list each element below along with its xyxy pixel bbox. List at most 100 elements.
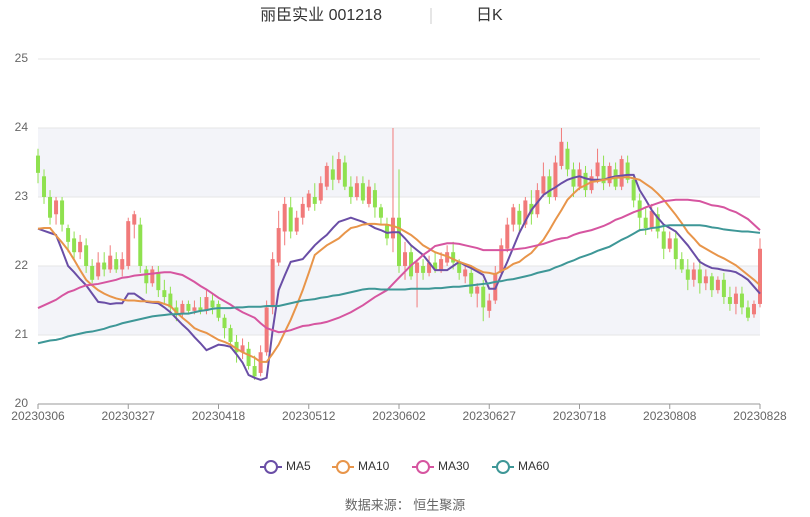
candle-body bbox=[240, 345, 245, 353]
candle-body bbox=[228, 328, 233, 342]
candle-body bbox=[589, 176, 594, 191]
candle-body bbox=[222, 317, 227, 329]
candle-body bbox=[751, 303, 756, 315]
candle-body bbox=[577, 169, 582, 187]
candle-body bbox=[360, 183, 365, 201]
candle-body bbox=[631, 179, 636, 201]
candle-body bbox=[138, 224, 143, 266]
candle-body bbox=[366, 186, 371, 204]
y-tick-label: 25 bbox=[15, 51, 29, 65]
chart-subtitle: 日K bbox=[476, 7, 503, 24]
candle-body bbox=[210, 300, 215, 308]
candle-body bbox=[162, 290, 167, 298]
candle-body bbox=[703, 276, 708, 284]
candle-body bbox=[378, 207, 383, 218]
candle-body bbox=[60, 200, 65, 225]
x-tick-label: 20230627 bbox=[463, 409, 517, 423]
candle-body bbox=[318, 183, 323, 201]
candle-body bbox=[42, 176, 47, 197]
candle-body bbox=[288, 207, 293, 232]
candle-body bbox=[553, 162, 558, 197]
y-tick-label: 21 bbox=[15, 327, 29, 341]
candle-body bbox=[324, 165, 329, 187]
candle-body bbox=[739, 293, 744, 308]
candle-body bbox=[78, 241, 83, 253]
candle-body bbox=[348, 186, 353, 197]
candle-body bbox=[451, 252, 456, 263]
x-tick-label: 20230718 bbox=[553, 409, 607, 423]
candle-body bbox=[156, 272, 161, 291]
candle-body bbox=[192, 307, 197, 311]
chart-title: 丽臣实业 001218 bbox=[260, 6, 382, 24]
candle-body bbox=[547, 176, 552, 197]
candle-body bbox=[583, 172, 588, 191]
x-tick-label: 20230512 bbox=[282, 409, 336, 423]
candle-body bbox=[252, 366, 257, 377]
candle-body bbox=[427, 262, 432, 273]
candle-body bbox=[541, 176, 546, 194]
candle-body bbox=[457, 262, 462, 273]
candle-body bbox=[619, 159, 624, 187]
candle-body bbox=[758, 248, 762, 304]
ma-line bbox=[37, 173, 761, 381]
candle-body bbox=[643, 217, 648, 229]
candle-body bbox=[475, 286, 480, 294]
candle-body bbox=[372, 190, 377, 208]
legend-label: MA10 bbox=[358, 459, 390, 473]
candle-body bbox=[469, 272, 474, 294]
candle-body bbox=[565, 148, 570, 170]
candle-body bbox=[246, 348, 251, 367]
candle-body bbox=[36, 155, 40, 173]
candle-body bbox=[270, 259, 275, 308]
candle-body bbox=[108, 255, 113, 270]
candle-body bbox=[487, 300, 492, 311]
legend-marker bbox=[496, 460, 510, 474]
candle-body bbox=[661, 231, 666, 249]
candle-body bbox=[679, 259, 684, 270]
candle-body bbox=[397, 217, 401, 266]
x-tick-label: 20230418 bbox=[192, 409, 246, 423]
x-tick-label: 20230327 bbox=[102, 409, 156, 423]
candle-body bbox=[463, 269, 468, 277]
y-tick-label: 20 bbox=[15, 396, 29, 410]
candle-body bbox=[697, 269, 702, 284]
candle-body bbox=[439, 259, 444, 270]
candle-body bbox=[354, 183, 359, 197]
candle-body bbox=[132, 214, 137, 225]
candle-body bbox=[384, 224, 389, 239]
ma-line bbox=[37, 198, 761, 334]
candle-body bbox=[180, 303, 185, 315]
candle-body bbox=[390, 217, 395, 239]
x-tick-label: 20230306 bbox=[11, 409, 65, 423]
candle-body bbox=[745, 307, 750, 318]
candle-body bbox=[601, 165, 606, 184]
candle-body bbox=[649, 210, 654, 229]
candle-body bbox=[114, 259, 119, 270]
candle-body bbox=[336, 159, 341, 180]
candle-body bbox=[90, 266, 95, 280]
candle-body bbox=[198, 307, 203, 311]
candle-body bbox=[403, 252, 408, 266]
candle-body bbox=[667, 238, 672, 249]
candle-body bbox=[102, 262, 107, 270]
candle-body bbox=[625, 162, 630, 180]
legend-label: MA30 bbox=[438, 459, 470, 473]
legend-marker bbox=[416, 460, 430, 474]
ma-line bbox=[37, 175, 761, 363]
candle-body bbox=[655, 214, 660, 232]
candle-body bbox=[54, 200, 59, 215]
candle-body bbox=[306, 193, 311, 208]
candle-body bbox=[276, 228, 281, 263]
candle-body bbox=[96, 262, 101, 277]
candle-body bbox=[84, 245, 89, 266]
candle-body bbox=[300, 203, 305, 218]
candle-body bbox=[66, 228, 71, 242]
candle-body bbox=[168, 293, 173, 308]
candle-body bbox=[330, 169, 335, 180]
candle-body bbox=[282, 203, 287, 232]
candle-body bbox=[733, 293, 738, 304]
y-tick-label: 23 bbox=[15, 189, 29, 203]
legend-label: MA5 bbox=[286, 459, 311, 473]
y-tick-label: 22 bbox=[15, 258, 29, 272]
candle-body bbox=[559, 141, 564, 166]
